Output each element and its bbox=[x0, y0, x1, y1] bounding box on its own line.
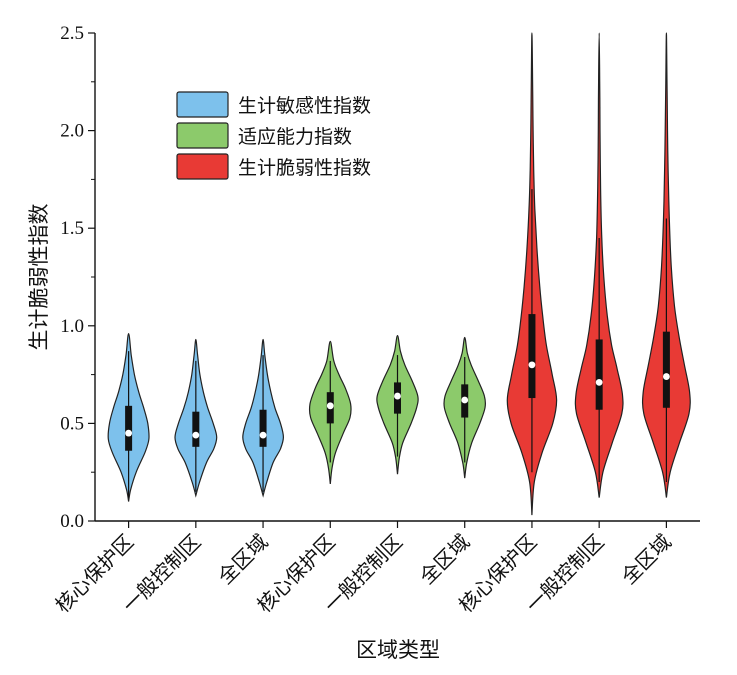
y-tick-label: 1.0 bbox=[60, 316, 84, 337]
y-tick-label: 2.5 bbox=[60, 23, 84, 44]
violin-median-marker bbox=[461, 396, 469, 404]
violin-5 bbox=[376, 334, 419, 475]
violin-median-marker bbox=[528, 361, 536, 369]
legend-swatch bbox=[176, 153, 229, 180]
legend-swatch bbox=[176, 91, 229, 118]
violin-8 bbox=[574, 32, 624, 498]
violin-7 bbox=[506, 32, 558, 516]
y-tick-label: 0.0 bbox=[60, 511, 84, 532]
x-tick-label: 全区域 bbox=[617, 530, 676, 589]
violin-iqr-box bbox=[595, 339, 603, 410]
y-tick-label: 2.0 bbox=[60, 121, 84, 142]
violin-4 bbox=[308, 340, 352, 484]
y-tick-label: 1.5 bbox=[60, 218, 84, 239]
violin-iqr-box bbox=[662, 331, 670, 408]
legend-item: 生计脆弱性指数 bbox=[176, 153, 371, 180]
violin-iqr-box bbox=[125, 405, 133, 451]
x-tick-label: 全区域 bbox=[415, 530, 474, 589]
violin-median-marker bbox=[192, 431, 200, 439]
violin-6 bbox=[443, 336, 487, 479]
y-axis-title: 生计脆弱性指数 bbox=[27, 204, 51, 351]
x-tick-label: 全区域 bbox=[213, 530, 272, 589]
legend-label: 生计敏感性指数 bbox=[238, 95, 371, 117]
violin-median-marker bbox=[259, 431, 267, 439]
violin-median-marker bbox=[326, 402, 334, 410]
violin-2 bbox=[174, 338, 218, 498]
legend-label: 生计脆弱性指数 bbox=[238, 157, 371, 179]
violin-median-marker bbox=[595, 379, 603, 386]
violin-median-marker bbox=[125, 429, 133, 437]
violin-median-marker bbox=[394, 392, 401, 400]
x-axis-title: 区域类型 bbox=[356, 638, 440, 662]
violin-3 bbox=[242, 338, 285, 498]
legend-label: 适应能力指数 bbox=[238, 126, 352, 148]
violin-iqr-box bbox=[259, 409, 267, 447]
legend-item: 适应能力指数 bbox=[176, 122, 352, 149]
violin-1 bbox=[107, 332, 150, 502]
violins-layer bbox=[107, 32, 691, 516]
violin-9 bbox=[641, 32, 691, 498]
violin-iqr-box bbox=[528, 314, 536, 399]
y-tick-label: 0.5 bbox=[60, 413, 84, 434]
violin-iqr-box bbox=[192, 411, 200, 447]
legend-swatch bbox=[176, 122, 229, 149]
legend-item: 生计敏感性指数 bbox=[176, 91, 371, 118]
violin-median-marker bbox=[662, 373, 670, 380]
